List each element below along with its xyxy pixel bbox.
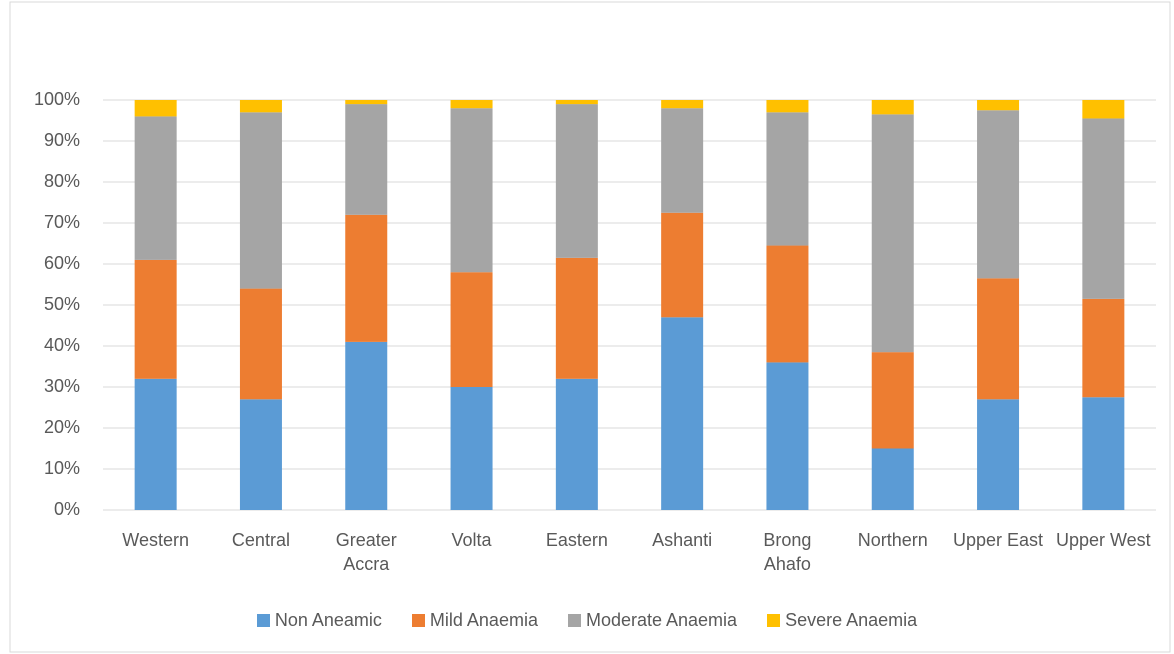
bar-segment xyxy=(977,278,1020,400)
x-tick-label: Western xyxy=(122,530,189,550)
bar-segment xyxy=(1082,298,1125,398)
legend-label: Moderate Anaemia xyxy=(585,610,738,630)
bar-segment xyxy=(555,257,598,379)
legend-swatch xyxy=(567,614,581,627)
bar-segment xyxy=(239,100,282,113)
bar-segment xyxy=(345,341,388,510)
bar-segment xyxy=(450,272,493,387)
x-tick-label: Volta xyxy=(451,530,492,550)
bar-segment xyxy=(345,104,388,215)
x-tick-label: Greater Accra xyxy=(335,530,397,574)
bar-segment xyxy=(345,214,388,342)
bar-segment xyxy=(1082,100,1125,119)
y-tick-label: 40% xyxy=(44,335,80,355)
bar-segment xyxy=(1082,118,1125,299)
bar-segment xyxy=(555,100,598,105)
x-tick-label: Ashanti xyxy=(652,530,713,550)
bar-segment xyxy=(766,112,809,246)
bar-segment xyxy=(871,448,914,510)
bar-segment xyxy=(450,100,493,109)
bar-segment xyxy=(345,100,388,105)
bar-segment xyxy=(239,399,282,510)
bar-segment xyxy=(661,100,704,109)
bar-segment xyxy=(555,378,598,510)
y-tick-label: 60% xyxy=(44,253,80,273)
y-tick-label: 100% xyxy=(34,89,80,109)
bar-segment xyxy=(977,399,1020,510)
y-tick-label: 50% xyxy=(44,294,80,314)
x-tick-label: Central xyxy=(231,530,290,550)
bar-segment xyxy=(450,108,493,273)
x-tick-label: Northern xyxy=(857,530,928,550)
y-tick-label: 70% xyxy=(44,212,80,232)
bar-segment xyxy=(977,100,1020,111)
y-tick-label: 90% xyxy=(44,130,80,150)
y-tick-label: 20% xyxy=(44,417,80,437)
bar-segment xyxy=(871,352,914,449)
legend-item: Severe Anaemia xyxy=(767,610,917,631)
x-tick-label: Brong Ahafo xyxy=(763,530,812,574)
bar-segment xyxy=(239,288,282,400)
legend-swatch xyxy=(256,614,270,627)
legend-item: Mild Anaemia xyxy=(411,610,538,631)
bar-segment xyxy=(134,378,177,510)
legend: Non Aneamic Mild Anaemia Moderate Anaemia S… xyxy=(0,610,1174,631)
y-tick-label: 0% xyxy=(54,499,80,519)
x-tick-label: Eastern xyxy=(545,530,608,550)
x-tick-label: Upper West xyxy=(1055,530,1151,550)
legend-item: Moderate Anaemia xyxy=(567,610,738,631)
bar-segment xyxy=(661,212,704,318)
y-tick-label: 30% xyxy=(44,376,80,396)
y-tick-label: 10% xyxy=(44,458,80,478)
bar-segment xyxy=(134,116,177,260)
bar-segment xyxy=(766,362,809,510)
bar-segment xyxy=(1082,397,1125,510)
bar-segment xyxy=(766,100,809,113)
bar-segment xyxy=(134,100,177,117)
bar-segment xyxy=(239,112,282,289)
bar-segment xyxy=(134,259,177,379)
bar-segment xyxy=(450,387,493,510)
x-tick-label: Upper East xyxy=(953,530,1044,550)
legend-item: Non Aneamic xyxy=(256,610,382,631)
legend-label: Non Aneamic xyxy=(274,610,382,630)
bar-segment xyxy=(871,114,914,353)
legend-label: Severe Anaemia xyxy=(785,610,918,630)
chart-frame xyxy=(9,1,1171,653)
legend-swatch xyxy=(767,614,781,627)
bar-segment xyxy=(555,104,598,258)
legend-label: Mild Anaemia xyxy=(429,610,538,630)
bar-segment xyxy=(661,108,704,213)
bar-segment xyxy=(661,317,704,510)
bar-segment xyxy=(977,110,1020,279)
bar-segment xyxy=(766,245,809,363)
legend-swatch xyxy=(411,614,425,627)
bar-segment xyxy=(871,100,914,115)
y-tick-label: 80% xyxy=(44,171,80,191)
